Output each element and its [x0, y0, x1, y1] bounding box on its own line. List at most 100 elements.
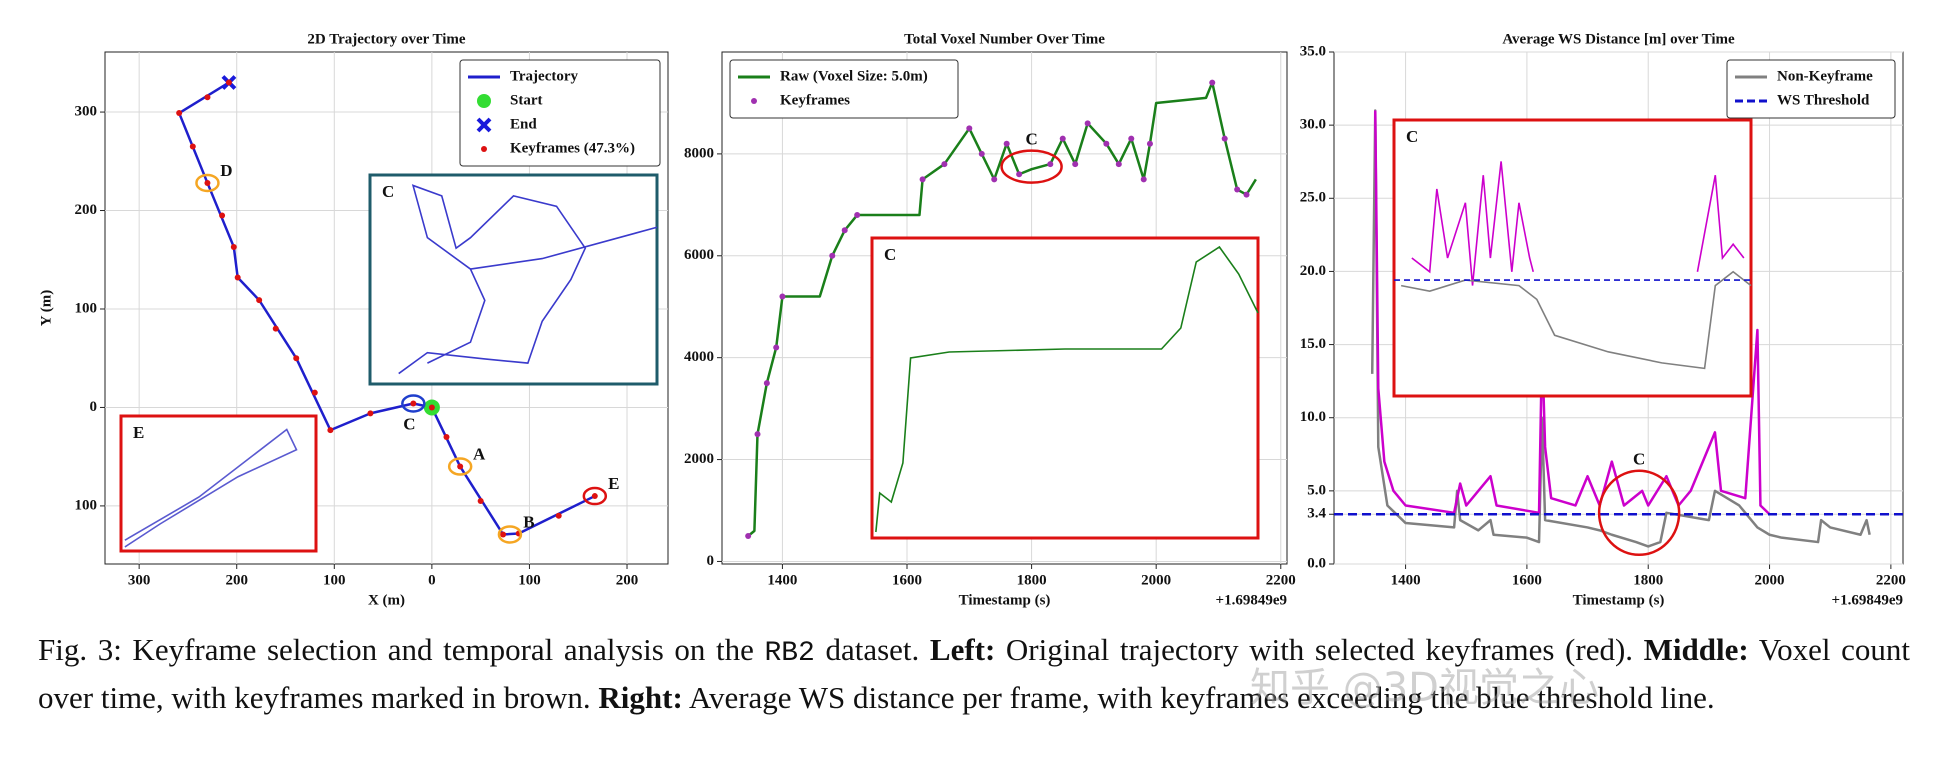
annotation-ring — [401, 394, 426, 413]
inset-line — [875, 245, 1259, 533]
legend-box — [729, 59, 959, 119]
x-offset-label: +1.69849e9 — [1832, 592, 1903, 608]
x-tick-label: 2200 — [1266, 572, 1296, 588]
point — [410, 400, 417, 407]
y-tick-label: 0.0 — [1307, 555, 1326, 571]
caption-text: Original trajectory with selected keyfra… — [995, 632, 1644, 667]
chart-title: 2D Trajectory over Time — [307, 31, 465, 47]
point — [773, 344, 780, 351]
point — [991, 176, 998, 183]
point — [1243, 191, 1250, 198]
y-tick-label: 25.0 — [1300, 190, 1326, 206]
point — [234, 274, 241, 281]
point — [272, 325, 279, 332]
figure: 300 200 100 0 100 200 100 0 100 200 300 2D Trajecto… — [38, 31, 1906, 608]
point — [443, 433, 450, 440]
annotation-label: E — [608, 474, 619, 493]
x-tick-label: 1400 — [767, 572, 797, 588]
y-tick-label: 15.0 — [1300, 336, 1326, 352]
caption-text: Fig. 3: Keyframe selection and temporal … — [38, 632, 765, 667]
legend-box — [459, 59, 661, 167]
x-tick-label: 1800 — [1017, 572, 1047, 588]
y-tick-label: 20.0 — [1300, 263, 1326, 279]
plot-marks — [1334, 109, 1903, 548]
x-tick-label: 1800 — [1633, 572, 1663, 588]
point — [854, 212, 861, 219]
point — [428, 404, 435, 411]
point — [941, 161, 948, 168]
legend-swatch — [481, 146, 487, 152]
annotation-label: C — [403, 414, 415, 433]
point — [1140, 176, 1147, 183]
legend-label: Non-Keyframe — [1777, 68, 1873, 84]
point — [457, 463, 464, 470]
point — [1016, 171, 1023, 178]
annotation-ring — [582, 486, 608, 506]
y-tick-label: 0 — [707, 553, 715, 569]
legend-swatch — [476, 117, 492, 133]
x-axis-label: Timestamp (s) — [1573, 592, 1665, 608]
x-tick-label: 200 — [616, 572, 639, 588]
point — [1059, 135, 1066, 142]
legend-label: Trajectory — [510, 68, 579, 84]
x-tick-label: 100 — [323, 572, 346, 588]
caption-text: Right: — [598, 680, 683, 715]
x-tick-label: 100 — [518, 572, 541, 588]
inset-label: C — [1406, 127, 1418, 146]
inset-line — [1400, 270, 1752, 370]
inset-label: C — [382, 182, 394, 201]
inset-line — [470, 226, 658, 270]
x-tick-label: 0 — [428, 572, 436, 588]
point — [176, 110, 183, 117]
inset-box — [368, 173, 659, 386]
caption-text: Voxel count over time, with keyframes ma… — [38, 632, 1910, 715]
point — [477, 497, 484, 504]
x-axis-label: X (m) — [368, 592, 405, 608]
legend-label: Start — [510, 92, 543, 108]
y-tick-label: 100 — [75, 497, 98, 513]
x-tick-label: 200 — [225, 572, 248, 588]
y-axis-label: Y (m) — [38, 290, 54, 327]
point — [189, 143, 196, 150]
plot-marks — [745, 79, 1257, 539]
annotation-label: C — [1025, 130, 1037, 149]
point — [841, 227, 848, 234]
caption-text: Middle: — [1643, 632, 1749, 667]
point — [1003, 140, 1010, 147]
y-tick-label: 3.4 — [1307, 506, 1326, 522]
y-tick-label: 8000 — [684, 145, 714, 161]
legend-swatch — [751, 98, 757, 104]
y-tick-label: 6000 — [684, 247, 714, 263]
point — [978, 150, 985, 157]
annotation-label: B — [523, 512, 534, 531]
x-axis-label: Timestamp (s) — [959, 592, 1051, 608]
caption-text: dataset. — [814, 632, 930, 667]
point — [367, 410, 374, 417]
x-tick-label: 2000 — [1141, 572, 1171, 588]
point — [219, 212, 226, 219]
inset-box — [1392, 118, 1753, 398]
y-tick-label: 2000 — [684, 451, 714, 467]
legend-label: Raw (Voxel Size: 5.0m) — [780, 68, 928, 84]
point — [1221, 135, 1228, 142]
x-tick-label: 2200 — [1876, 572, 1906, 588]
y-tick-label: 300 — [75, 103, 98, 119]
point — [779, 293, 786, 300]
point — [1209, 79, 1216, 86]
legend-label: Keyframes — [780, 92, 850, 108]
inset-line — [1411, 161, 1535, 286]
point — [500, 531, 507, 538]
inset-line — [1696, 175, 1745, 272]
y-tick-label: 10.0 — [1300, 409, 1326, 425]
annotation-label: C — [1633, 450, 1645, 469]
y-tick-label: 35.0 — [1300, 43, 1326, 59]
point — [327, 427, 334, 434]
point — [966, 125, 973, 132]
x-tick-label: 300 — [128, 572, 151, 588]
y-tick-label: 200 — [75, 202, 98, 218]
inset-line — [124, 428, 298, 548]
point — [311, 389, 318, 396]
legend-label: End — [510, 116, 537, 132]
point — [591, 493, 598, 500]
